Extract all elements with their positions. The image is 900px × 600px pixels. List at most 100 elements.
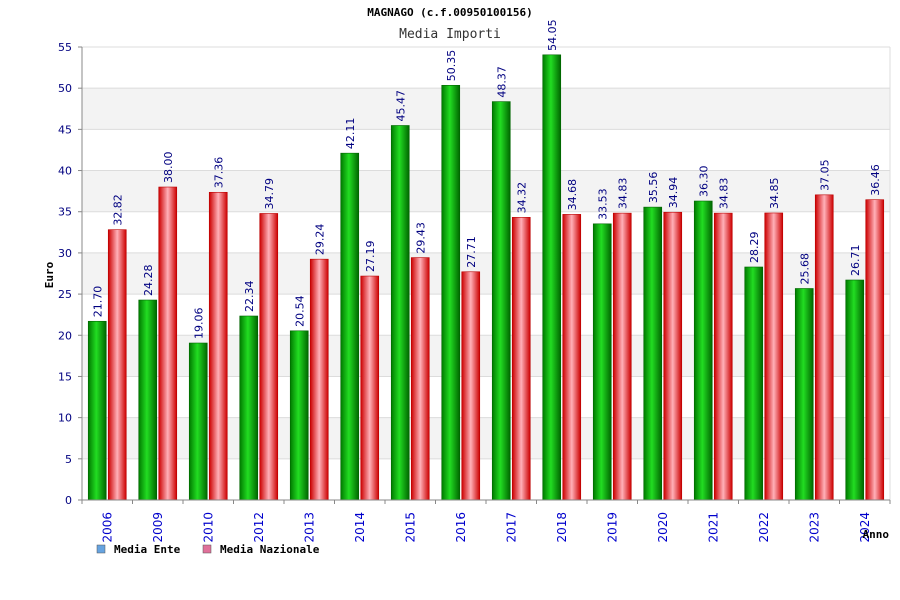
x-tick-label: 2020	[656, 512, 670, 543]
legend-label-media-ente: Media Ente	[114, 543, 181, 556]
value-label: 32.82	[111, 194, 124, 226]
value-label: 34.85	[768, 177, 781, 209]
bar-media-ente-2022	[744, 266, 764, 501]
value-label: 29.24	[313, 224, 326, 256]
value-label: 36.46	[869, 164, 882, 196]
bar-media-nazionale-2024	[865, 199, 885, 501]
value-label: 36.30	[697, 166, 710, 198]
value-label: 29.43	[414, 222, 427, 254]
legend-swatch-media-nazionale	[202, 544, 212, 554]
bar-media-ente-2010	[188, 342, 208, 501]
value-label: 19.06	[192, 308, 205, 340]
value-label: 37.05	[818, 159, 831, 191]
x-tick-label: 2023	[807, 512, 821, 543]
value-label: 50.35	[445, 50, 458, 82]
plot-band	[82, 129, 890, 171]
bar-media-nazionale-2023	[814, 194, 834, 501]
bar-media-ente-2017	[491, 101, 511, 501]
bar-media-nazionale-2009	[158, 186, 178, 501]
y-tick-labels: 0 5 10 15 20 25 30 35 40 45 50 55	[58, 41, 72, 507]
y-tick-label: 20	[58, 329, 72, 342]
bar-media-nazionale-2019	[612, 212, 632, 501]
bar-media-nazionale-2022	[764, 212, 784, 501]
bar-media-ente-2012	[239, 315, 259, 501]
bar-media-nazionale-2020	[663, 211, 683, 501]
value-label: 24.28	[142, 265, 155, 297]
x-tick-label: 2017	[504, 512, 518, 543]
y-axis-label: Euro	[43, 261, 56, 288]
y-tick-label: 55	[58, 41, 72, 54]
value-label: 48.37	[495, 66, 508, 98]
chart-subtitle: Media Importi	[399, 27, 501, 42]
y-tick-label: 5	[65, 453, 72, 466]
x-tick-label: 2021	[706, 512, 720, 543]
x-tick-label: 2016	[454, 512, 468, 543]
bar-media-ente-2024	[845, 279, 865, 501]
value-label: 21.70	[91, 286, 104, 318]
x-tick-label: 2012	[252, 512, 266, 543]
value-label: 26.71	[849, 245, 862, 277]
bar-media-nazionale-2014	[360, 275, 380, 501]
value-label: 42.11	[344, 118, 357, 150]
bars	[87, 54, 885, 501]
bar-media-ente-2015	[390, 125, 410, 501]
value-label: 34.68	[566, 179, 579, 211]
value-label: 28.29	[748, 231, 761, 263]
bar-media-ente-2021	[693, 200, 713, 501]
value-label: 54.05	[546, 19, 559, 51]
plot-band	[82, 88, 890, 130]
value-label: 34.94	[667, 177, 680, 209]
chart-title: MAGNAGO (c.f.00950100156)	[367, 6, 533, 19]
bar-media-nazionale-2016	[461, 271, 481, 501]
value-label: 38.00	[162, 152, 175, 184]
bar-media-ente-2020	[643, 206, 663, 501]
bar-media-ente-2009	[138, 299, 158, 501]
x-tick-labels: 2006 2009 2010 2012 2013 2014 2015 2016 2017 2018…	[100, 512, 872, 543]
x-tick-label: 2024	[858, 512, 872, 543]
y-tick-label: 30	[58, 247, 72, 260]
y-tick-label: 15	[58, 370, 72, 383]
bar-media-nazionale-2010	[208, 191, 228, 501]
value-label: 20.54	[293, 295, 306, 327]
y-tick-label: 45	[58, 123, 72, 136]
value-label: 22.34	[243, 280, 256, 312]
bar-media-ente-2018	[542, 54, 562, 501]
bar-media-ente-2006	[87, 320, 107, 501]
value-label: 27.71	[465, 236, 478, 268]
bar-media-nazionale-2015	[410, 257, 430, 501]
value-label: 37.36	[212, 157, 225, 189]
bar-media-nazionale-2021	[713, 212, 733, 501]
plot-band	[82, 47, 890, 89]
value-label: 34.32	[515, 182, 528, 214]
bar-media-nazionale-2006	[107, 229, 127, 501]
bar-media-ente-2014	[340, 152, 360, 501]
value-label: 34.83	[616, 178, 629, 210]
bar-media-nazionale-2017	[511, 217, 531, 501]
x-tick-label: 2009	[151, 512, 165, 543]
value-label: 34.79	[263, 178, 276, 210]
bar-media-ente-2013	[289, 330, 309, 501]
x-tick-label: 2022	[757, 512, 771, 543]
value-labels: 21.70 32.82 24.28 38.00 19.06 37.36 22.34 34.79…	[91, 19, 882, 339]
legend-swatch-media-ente	[96, 544, 106, 554]
y-tick-label: 25	[58, 288, 72, 301]
value-label: 25.68	[798, 253, 811, 285]
value-label: 33.53	[596, 188, 609, 220]
value-label: 45.47	[394, 90, 407, 122]
bar-media-nazionale-2013	[309, 258, 329, 501]
y-tick-label: 40	[58, 165, 72, 178]
x-tick-label: 2015	[403, 512, 417, 543]
legend: Media Ente Media Nazionale	[96, 543, 320, 556]
legend-label-media-nazionale: Media Nazionale	[220, 543, 320, 556]
x-axis-label: Anno	[863, 528, 890, 541]
y-tick-label: 35	[58, 206, 72, 219]
y-tick-label: 0	[65, 494, 72, 507]
bar-media-nazionale-2012	[259, 213, 279, 501]
x-tick-label: 2018	[555, 512, 569, 543]
bar-media-nazionale-2018	[562, 214, 582, 501]
value-label: 34.83	[717, 178, 730, 210]
value-label: 35.56	[647, 172, 660, 204]
bar-media-ente-2016	[441, 84, 461, 501]
y-tick-label: 50	[58, 82, 72, 95]
